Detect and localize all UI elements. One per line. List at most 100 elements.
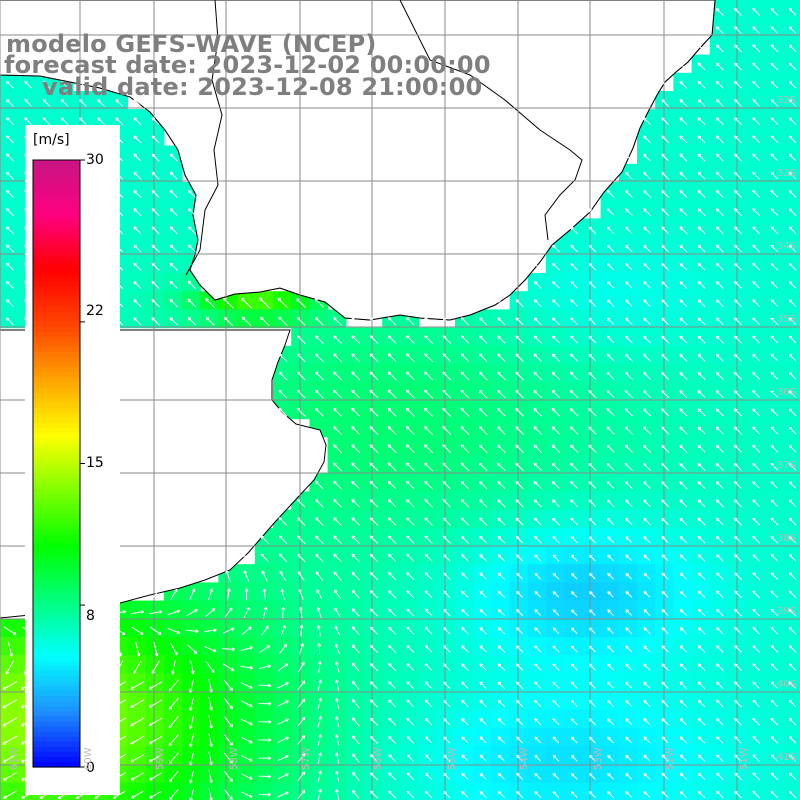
arrow-icon bbox=[788, 208, 797, 217]
field-cell bbox=[418, 782, 438, 800]
arrow-icon bbox=[643, 135, 651, 144]
field-cell bbox=[746, 364, 765, 383]
arrow-icon bbox=[187, 298, 197, 308]
field-cell bbox=[455, 473, 474, 492]
field-cell bbox=[309, 491, 329, 511]
field-cell bbox=[491, 436, 511, 456]
field-cell bbox=[0, 709, 19, 729]
arrow-icon bbox=[60, 80, 69, 89]
arrow-icon bbox=[133, 117, 142, 126]
arrow-icon bbox=[734, 99, 742, 107]
field-cell bbox=[382, 364, 401, 383]
field-cell bbox=[691, 491, 711, 511]
colorbar-segment bbox=[33, 402, 80, 409]
field-cell bbox=[582, 473, 602, 492]
arrow-icon bbox=[734, 8, 742, 16]
arrow-icon bbox=[570, 281, 578, 289]
arrow-icon bbox=[60, 117, 69, 126]
arrow-icon bbox=[752, 153, 761, 162]
arrow-icon bbox=[169, 208, 178, 217]
arrow-icon bbox=[715, 26, 724, 35]
arrow-icon bbox=[570, 299, 578, 307]
field-cell bbox=[291, 764, 310, 784]
arrow-icon bbox=[752, 208, 761, 217]
arrow-icon bbox=[624, 244, 633, 253]
field-cell bbox=[491, 364, 511, 383]
lon-label-55w: 55W bbox=[447, 747, 458, 770]
field-cell bbox=[254, 782, 274, 800]
field-cell bbox=[327, 327, 347, 347]
field-cell bbox=[618, 782, 638, 800]
field-cell bbox=[200, 637, 219, 656]
field-cell bbox=[637, 364, 656, 383]
arrow-icon bbox=[661, 208, 670, 217]
arrow-icon bbox=[715, 62, 724, 71]
field-cell bbox=[764, 655, 784, 674]
arrow-icon bbox=[643, 299, 651, 307]
field-cell bbox=[673, 345, 693, 365]
field-cell bbox=[673, 218, 693, 238]
lon-label-56w: 56W bbox=[373, 747, 384, 770]
colorbar-segment bbox=[33, 286, 80, 293]
arrow-icon bbox=[734, 226, 742, 235]
field-cell bbox=[364, 564, 383, 583]
colorbar-segment bbox=[33, 417, 80, 424]
field-cell bbox=[764, 36, 784, 56]
field-cell bbox=[218, 618, 238, 638]
field-cell bbox=[655, 436, 674, 456]
field-cell bbox=[0, 218, 19, 238]
field-cell bbox=[418, 400, 438, 420]
field-cell bbox=[382, 746, 401, 765]
colorbar-segment bbox=[33, 291, 80, 298]
colorbar-segment bbox=[33, 756, 80, 763]
field-cell bbox=[345, 764, 365, 784]
arrow-icon bbox=[151, 280, 160, 290]
field-cell bbox=[673, 364, 693, 383]
field-cell bbox=[273, 764, 292, 784]
field-cell bbox=[127, 655, 147, 674]
field-cell bbox=[527, 491, 547, 511]
arrow-icon bbox=[42, 80, 51, 89]
arrow-icon bbox=[6, 190, 14, 198]
arrow-icon bbox=[187, 280, 197, 290]
arrow-icon bbox=[6, 262, 14, 271]
field-cell bbox=[764, 236, 784, 256]
field-cell bbox=[273, 309, 292, 329]
colorbar-segment bbox=[33, 357, 80, 363]
field-cell bbox=[546, 473, 565, 492]
colorbar-segment bbox=[33, 205, 80, 212]
arrow-icon bbox=[6, 208, 14, 217]
field-cell bbox=[345, 364, 365, 383]
field-cell bbox=[746, 418, 765, 438]
colorbar-segment bbox=[33, 665, 80, 672]
lon-label-59w: 59W bbox=[155, 747, 166, 770]
field-cell bbox=[436, 473, 456, 492]
field-cell bbox=[455, 345, 474, 365]
arrow-icon bbox=[624, 208, 633, 217]
arrow-icon bbox=[715, 135, 724, 144]
arrow-icon bbox=[752, 226, 761, 235]
field-cell bbox=[236, 309, 256, 329]
field-cell bbox=[564, 364, 583, 383]
arrow-icon bbox=[661, 135, 670, 144]
field-cell bbox=[364, 473, 383, 492]
field-cell bbox=[127, 273, 147, 292]
colorbar-segment bbox=[33, 493, 80, 500]
arrow-icon bbox=[606, 208, 615, 217]
lon-label-51w: 51W bbox=[739, 747, 750, 770]
field-cell bbox=[618, 491, 638, 511]
arrow-icon bbox=[115, 99, 124, 107]
field-cell bbox=[582, 418, 602, 438]
field-cell bbox=[600, 345, 620, 365]
field-cell bbox=[436, 509, 456, 529]
arrow-icon bbox=[752, 62, 761, 71]
arrow-icon bbox=[552, 262, 560, 271]
field-cell bbox=[709, 455, 729, 474]
field-cell bbox=[291, 709, 310, 729]
field-cell bbox=[254, 309, 274, 329]
field-cell bbox=[291, 364, 310, 383]
arrow-icon bbox=[643, 244, 651, 253]
field-cell bbox=[673, 72, 693, 92]
field-cell bbox=[400, 473, 420, 492]
field-cell bbox=[673, 382, 693, 401]
